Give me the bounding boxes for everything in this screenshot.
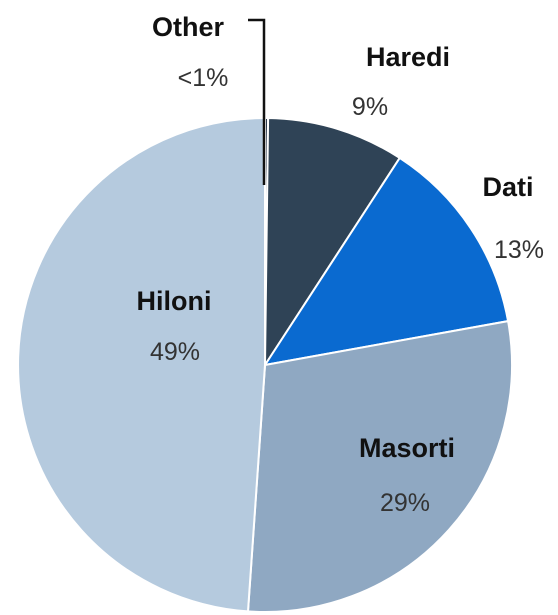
pie-slice-dati [262, 156, 510, 367]
label-masorti-name: Masorti [359, 433, 455, 463]
label-hiloni-name: Hiloni [137, 286, 212, 316]
label-dati-name: Dati [482, 172, 533, 202]
label-other-value: <1% [178, 64, 229, 92]
label-haredi-value: 9% [352, 93, 388, 121]
pie-slice-haredi [263, 117, 402, 369]
pie-slice-hiloni [17, 116, 266, 613]
pie-slice-masorti [246, 319, 513, 613]
label-other-name: Other [152, 12, 225, 42]
pie-slices [17, 116, 513, 613]
label-masorti-value: 29% [380, 489, 430, 517]
label-haredi-name: Haredi [366, 42, 450, 72]
label-dati-value: 13% [494, 236, 544, 264]
other-leader-line [248, 18, 266, 185]
label-hiloni-value: 49% [150, 338, 200, 366]
